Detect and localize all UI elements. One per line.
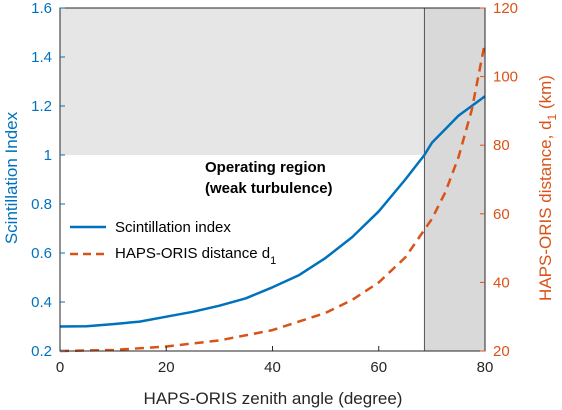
- shaded-region-1: [423, 7, 486, 352]
- y-left-tick-label-3: 0.8: [31, 196, 52, 213]
- x-tick-label-3: 60: [370, 359, 387, 376]
- x-axis-label: HAPS-ORIS zenith angle (degree): [144, 389, 403, 408]
- series-group: [59, 42, 487, 353]
- shaded-region-0: [60, 8, 485, 155]
- y-right-axis-label: HAPS-ORIS distance, d1 (km): [536, 75, 559, 301]
- series-line-scintillation: [59, 95, 486, 328]
- y-right-tick-label-4: 100: [493, 69, 518, 86]
- y-left-axis-label: Scintillation Index: [2, 111, 21, 244]
- annotation-line-2: (weak turbulence): [205, 180, 333, 197]
- shaded-regions: [60, 7, 486, 352]
- y-left-tick-label-0: 0.2: [31, 343, 52, 360]
- y-left-tick-label-6: 1.4: [31, 49, 52, 66]
- legend-label-scintillation: Scintillation index: [115, 219, 231, 236]
- y-left-tick-label-5: 1.2: [31, 98, 52, 115]
- y-right-tick-label-0: 20: [493, 343, 510, 360]
- y-left-tick-label-4: 1: [44, 147, 52, 164]
- x-tick-label-2: 40: [264, 359, 281, 376]
- x-tick-label-4: 80: [477, 359, 494, 376]
- x-tick-label-1: 20: [158, 359, 175, 376]
- y-right-tick-label-5: 120: [493, 0, 518, 17]
- legend: Scintillation index HAPS-ORIS distance d…: [70, 219, 276, 267]
- legend-label-distance: HAPS-ORIS distance d1: [115, 245, 276, 267]
- y-left-tick-label-1: 0.4: [31, 294, 52, 311]
- x-tick-label-0: 0: [56, 359, 64, 376]
- annotation: Operating region (weak turbulence): [205, 159, 333, 197]
- y-right-tick-label-3: 80: [493, 137, 510, 154]
- y-left-tick-label-7: 1.6: [31, 0, 52, 17]
- y-left-tick-label-2: 0.6: [31, 245, 52, 262]
- y-right-tick-label-1: 40: [493, 274, 510, 291]
- tick-group: 0 20 40 60 80 0.2 0.4 0.6 0.8 1 1.2 1.4 1.6 20 40 60 80 1…: [31, 0, 518, 376]
- annotation-line-1: Operating region: [205, 159, 326, 176]
- series-line-distance: [59, 42, 487, 353]
- y-right-tick-label-2: 60: [493, 206, 510, 223]
